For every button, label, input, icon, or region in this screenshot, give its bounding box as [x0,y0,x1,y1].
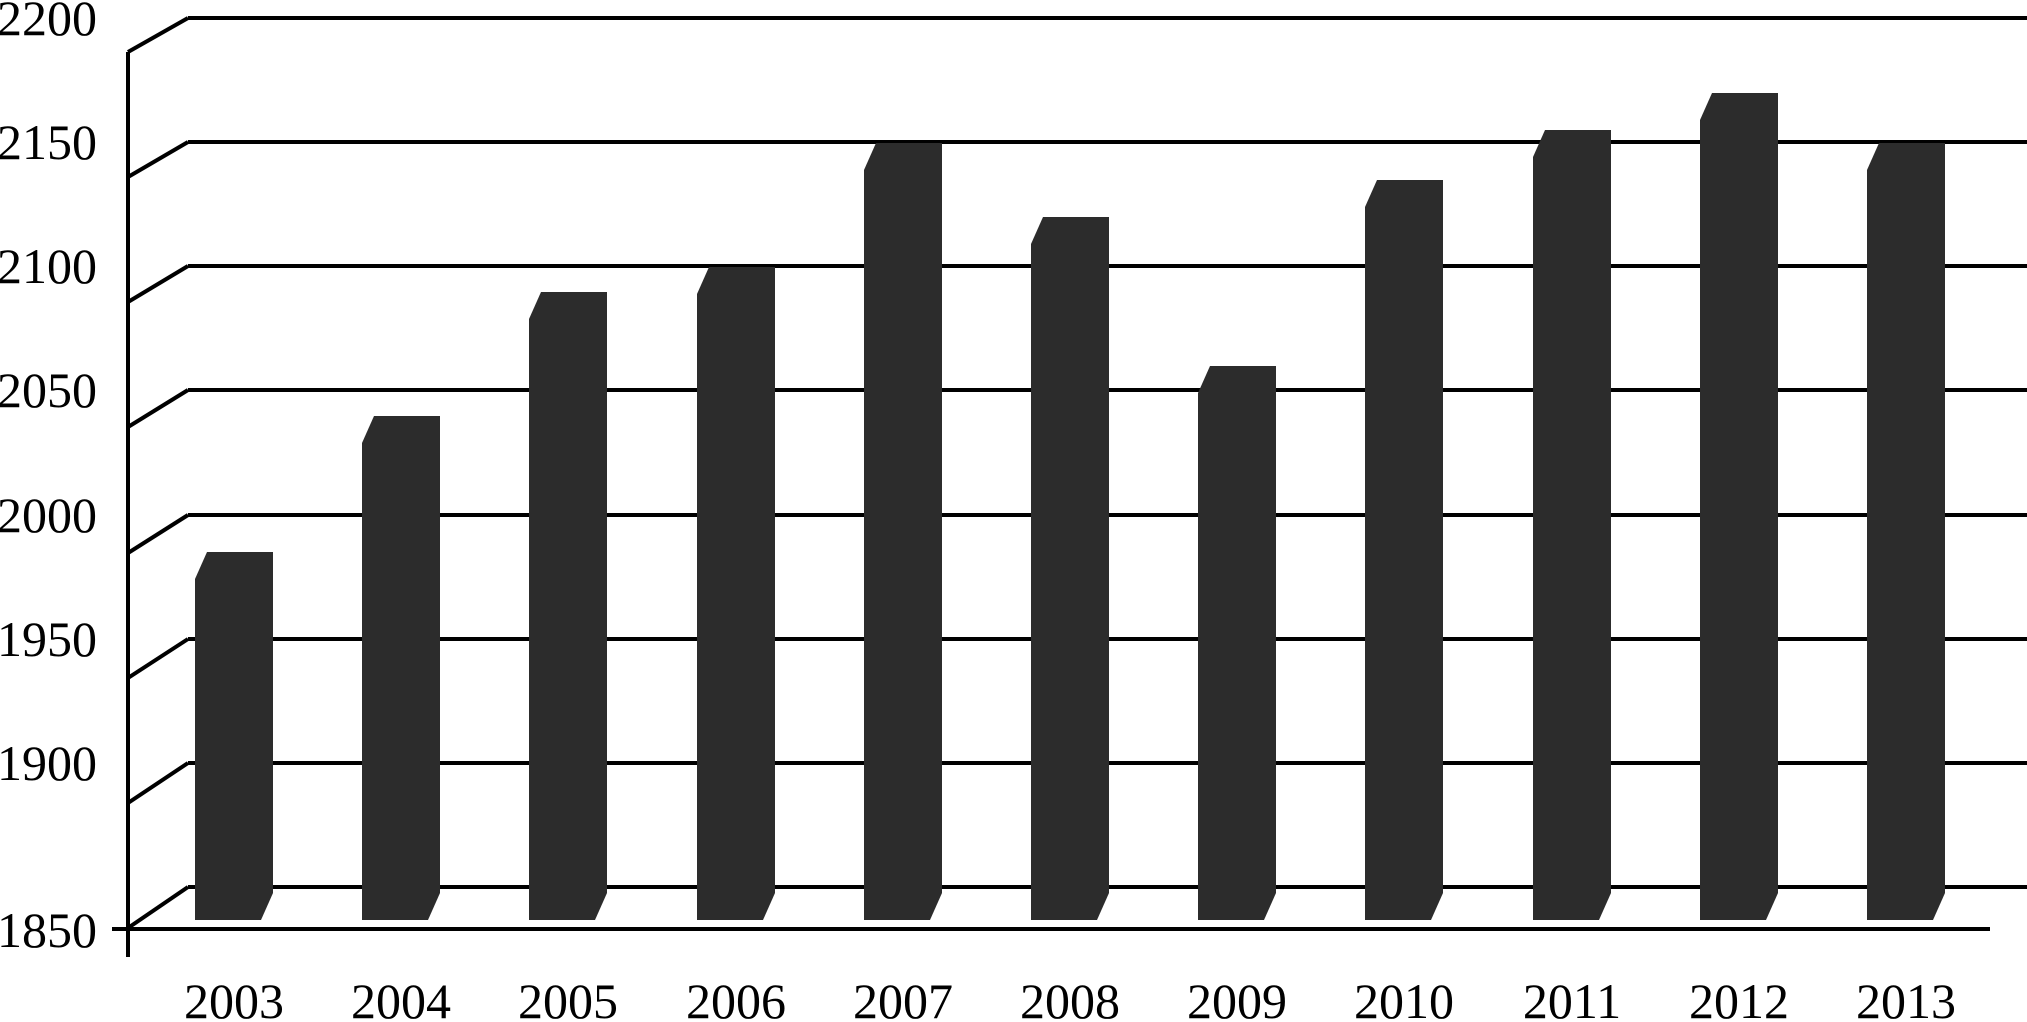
y-tick-label: 2100 [0,238,97,294]
axis-diagonal-connector [126,637,190,680]
x-tick-label: 2013 [1856,973,1956,1022]
bar-2008 [1031,217,1109,920]
bar-2013 [1867,143,1945,920]
bar-2004 [362,416,440,920]
x-tick-label: 2003 [184,973,284,1022]
x-tick-label: 2006 [686,973,786,1022]
axis-diagonal-connector [126,264,190,304]
y-tick-label: 1900 [0,735,97,791]
y-tick-label: 2050 [0,362,97,418]
x-tick-label: 2007 [853,973,953,1022]
bar-2005 [529,292,607,920]
axis-diagonal-connector [126,513,190,555]
y-tick-label: 1850 [0,902,97,958]
axis-diagonal-connector [126,885,190,930]
x-tick-label: 2012 [1689,973,1789,1022]
x-tick-label: 2005 [518,973,618,1022]
y-tick-label: 2150 [0,114,97,170]
bar-2006 [697,267,775,920]
bar-2012 [1700,93,1778,920]
axis-diagonal-connector [126,388,190,429]
x-tick-label: 2008 [1020,973,1120,1022]
bar-2009 [1198,366,1276,920]
x-tick-label: 2004 [351,973,451,1022]
axis-diagonal-connector [126,140,190,179]
back-gridline [188,140,2027,144]
y-tick-label: 2200 [0,0,97,46]
x-tick-label: 2009 [1187,973,1287,1022]
x-axis-baseline [112,927,1990,931]
back-gridline [188,16,2027,20]
x-tick-label: 2010 [1354,973,1454,1022]
x-tick-label: 2011 [1522,973,1622,1022]
bar-2007 [864,143,942,920]
bar-2003 [195,552,273,920]
axis-diagonal-connector [127,16,189,54]
y-tick-label: 1950 [0,611,97,667]
y-tick-label: 2000 [0,487,97,543]
bar-2010 [1365,180,1443,920]
bar-2011 [1533,130,1611,920]
y-axis-line [126,52,130,957]
axis-diagonal-connector [126,761,190,805]
